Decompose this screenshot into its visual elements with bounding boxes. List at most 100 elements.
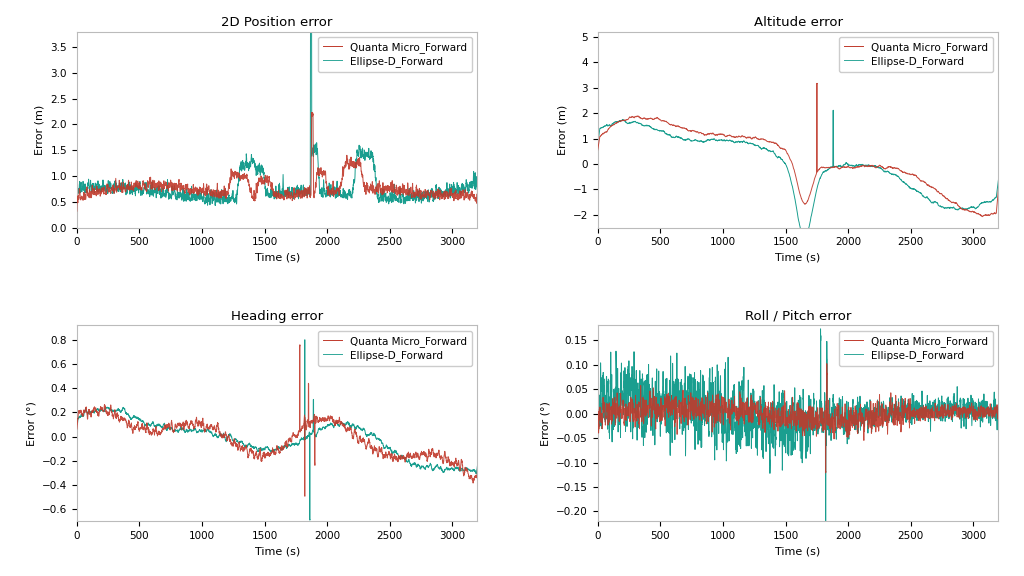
Ellipse-D_Forward <box>882 164 894 170</box>
Line: Ellipse-D_Forward: Ellipse-D_Forward <box>77 112 477 211</box>
Ellipse-D_Forward <box>71 426 83 433</box>
Line: Ellipse-D_Forward: Ellipse-D_Forward <box>598 84 998 217</box>
Quanta Micro_Forward <box>386 191 398 198</box>
Ellipse-D_Forward <box>153 177 165 184</box>
Quanta Micro_Forward <box>814 325 826 332</box>
Quanta Micro_Forward <box>467 180 479 187</box>
Quanta Micro_Forward <box>674 425 686 432</box>
Ellipse-D_Forward <box>360 180 373 187</box>
Title: 2D Position error: 2D Position error <box>221 16 333 29</box>
Ellipse-D_Forward <box>674 414 686 420</box>
Ellipse-D_Forward <box>988 412 1000 419</box>
Ellipse-D_Forward <box>411 183 423 190</box>
Quanta Micro_Forward <box>907 185 920 192</box>
Quanta Micro_Forward <box>882 409 894 416</box>
Quanta Micro_Forward <box>326 420 338 427</box>
Ellipse-D_Forward <box>976 213 988 220</box>
Legend: Quanta Micro_Forward, Ellipse-D_Forward: Quanta Micro_Forward, Ellipse-D_Forward <box>317 37 472 72</box>
Ellipse-D_Forward <box>992 186 1005 193</box>
Ellipse-D_Forward <box>386 454 398 461</box>
Ellipse-D_Forward <box>71 208 83 215</box>
Quanta Micro_Forward <box>992 177 1005 184</box>
Ellipse-D_Forward <box>846 420 858 427</box>
Ellipse-D_Forward <box>592 146 604 153</box>
Quanta Micro_Forward <box>931 404 943 411</box>
Ellipse-D_Forward <box>299 493 311 500</box>
Line: Quanta Micro_Forward: Quanta Micro_Forward <box>77 340 477 520</box>
X-axis label: Time (s): Time (s) <box>775 253 820 263</box>
Ellipse-D_Forward <box>819 469 831 476</box>
Ellipse-D_Forward <box>153 428 165 435</box>
Quanta Micro_Forward <box>153 420 165 427</box>
Ellipse-D_Forward <box>988 210 1000 217</box>
Quanta Micro_Forward <box>846 410 858 416</box>
Ellipse-D_Forward <box>294 342 306 348</box>
Quanta Micro_Forward <box>846 162 858 169</box>
Quanta Micro_Forward <box>153 182 165 189</box>
Ellipse-D_Forward <box>882 416 894 423</box>
Ellipse-D_Forward <box>592 406 604 413</box>
Ellipse-D_Forward <box>467 194 479 201</box>
Quanta Micro_Forward <box>471 462 483 469</box>
Title: Altitude error: Altitude error <box>754 16 843 29</box>
Quanta Micro_Forward <box>992 401 1005 408</box>
Y-axis label: Error (°): Error (°) <box>27 401 36 446</box>
Legend: Quanta Micro_Forward, Ellipse-D_Forward: Quanta Micro_Forward, Ellipse-D_Forward <box>317 331 472 366</box>
Quanta Micro_Forward <box>71 207 83 214</box>
Ellipse-D_Forward <box>811 80 823 87</box>
Ellipse-D_Forward <box>467 478 479 484</box>
Ellipse-D_Forward <box>326 414 338 421</box>
X-axis label: Time (s): Time (s) <box>255 253 300 263</box>
Line: Ellipse-D_Forward: Ellipse-D_Forward <box>598 363 998 473</box>
Line: Quanta Micro_Forward: Quanta Micro_Forward <box>77 0 477 210</box>
Quanta Micro_Forward <box>326 187 338 194</box>
Quanta Micro_Forward <box>988 195 1000 202</box>
Y-axis label: Error (m): Error (m) <box>557 104 567 155</box>
Quanta Micro_Forward <box>592 142 604 149</box>
Quanta Micro_Forward <box>411 463 423 470</box>
Quanta Micro_Forward <box>386 449 398 456</box>
Legend: Quanta Micro_Forward, Ellipse-D_Forward: Quanta Micro_Forward, Ellipse-D_Forward <box>839 331 993 366</box>
Line: Quanta Micro_Forward: Quanta Micro_Forward <box>598 329 998 534</box>
Quanta Micro_Forward <box>882 168 894 175</box>
X-axis label: Time (s): Time (s) <box>775 547 820 556</box>
Quanta Micro_Forward <box>827 107 840 113</box>
Quanta Micro_Forward <box>411 193 423 200</box>
Quanta Micro_Forward <box>304 517 316 524</box>
Quanta Micro_Forward <box>71 425 83 432</box>
Ellipse-D_Forward <box>907 408 920 415</box>
Quanta Micro_Forward <box>360 153 373 160</box>
Quanta Micro_Forward <box>299 336 311 343</box>
Quanta Micro_Forward <box>931 199 943 206</box>
Ellipse-D_Forward <box>360 442 373 449</box>
Line: Quanta Micro_Forward: Quanta Micro_Forward <box>598 110 998 238</box>
Quanta Micro_Forward <box>467 467 479 473</box>
Title: Roll / Pitch error: Roll / Pitch error <box>744 310 851 323</box>
Quanta Micro_Forward <box>360 433 373 440</box>
Ellipse-D_Forward <box>992 413 1005 420</box>
Legend: Quanta Micro_Forward, Ellipse-D_Forward: Quanta Micro_Forward, Ellipse-D_Forward <box>839 37 993 72</box>
Ellipse-D_Forward <box>411 451 423 458</box>
Ellipse-D_Forward <box>471 465 483 472</box>
Quanta Micro_Forward <box>907 403 920 410</box>
Ellipse-D_Forward <box>846 165 858 172</box>
Ellipse-D_Forward <box>907 171 920 178</box>
Line: Ellipse-D_Forward: Ellipse-D_Forward <box>77 345 477 497</box>
Ellipse-D_Forward <box>471 202 483 209</box>
Y-axis label: Error (°): Error (°) <box>541 401 551 446</box>
Ellipse-D_Forward <box>326 190 338 197</box>
Quanta Micro_Forward <box>798 235 810 242</box>
Ellipse-D_Forward <box>820 360 833 367</box>
Ellipse-D_Forward <box>386 180 398 187</box>
Y-axis label: Error (m): Error (m) <box>35 104 45 155</box>
X-axis label: Time (s): Time (s) <box>255 547 300 556</box>
Quanta Micro_Forward <box>819 530 831 537</box>
Ellipse-D_Forward <box>674 123 686 130</box>
Ellipse-D_Forward <box>931 188 943 195</box>
Title: Heading error: Heading error <box>231 310 324 323</box>
Ellipse-D_Forward <box>931 404 943 411</box>
Quanta Micro_Forward <box>471 192 483 199</box>
Ellipse-D_Forward <box>306 109 318 116</box>
Quanta Micro_Forward <box>592 384 604 391</box>
Quanta Micro_Forward <box>674 134 686 141</box>
